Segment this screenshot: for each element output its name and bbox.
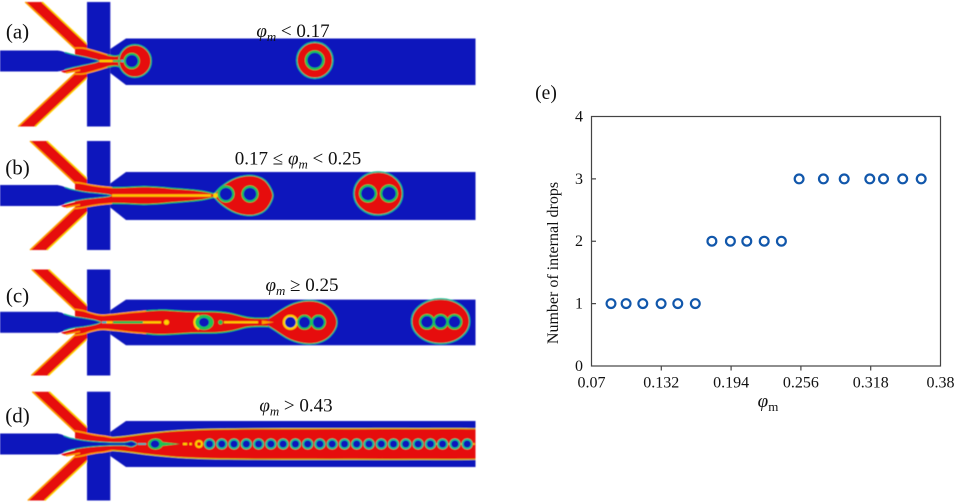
svg-text:1: 1 [575, 296, 583, 313]
svg-text:2: 2 [575, 233, 583, 250]
svg-text:4: 4 [575, 109, 583, 126]
svg-text:(b): (b) [5, 156, 30, 180]
svg-text:0.132: 0.132 [643, 375, 679, 392]
svg-text:3: 3 [575, 171, 583, 188]
svg-text:φm ≥ 0.25: φm ≥ 0.25 [265, 275, 338, 298]
svg-text:0.07: 0.07 [578, 375, 606, 392]
svg-text:(c): (c) [6, 284, 29, 308]
svg-text:Number of internal drops: Number of internal drops [545, 182, 562, 344]
svg-text:0.318: 0.318 [853, 375, 889, 392]
svg-text:φm: φm [758, 391, 779, 414]
svg-text:0.38: 0.38 [927, 375, 955, 392]
svg-text:0.17 ≤ φm < 0.25: 0.17 ≤ φm < 0.25 [235, 149, 361, 172]
svg-text:(d): (d) [5, 404, 30, 428]
svg-text:0.256: 0.256 [783, 375, 819, 392]
svg-text:(e): (e) [535, 83, 557, 104]
svg-text:0.194: 0.194 [713, 375, 749, 392]
svg-text:φm > 0.43: φm > 0.43 [259, 396, 332, 419]
svg-text:(a): (a) [6, 20, 29, 44]
svg-text:φm < 0.17: φm < 0.17 [256, 21, 329, 44]
svg-text:0: 0 [575, 358, 583, 375]
